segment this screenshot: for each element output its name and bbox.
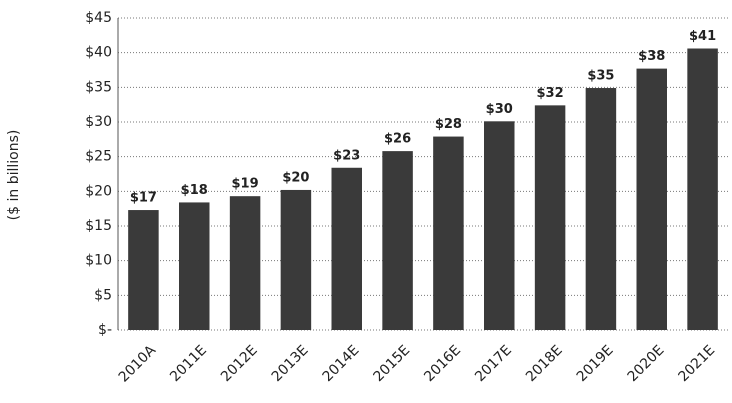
x-tick-label: 2011E <box>167 342 210 385</box>
x-tick-label: 2013E <box>269 342 312 385</box>
bar <box>687 48 718 331</box>
y-tick-label: $25 <box>85 149 112 165</box>
y-tick-label: $20 <box>85 183 112 199</box>
value-label: $20 <box>282 170 309 185</box>
bar <box>585 88 617 330</box>
bar <box>636 68 667 330</box>
value-label: $26 <box>384 132 411 147</box>
y-tick-label: $15 <box>85 218 112 234</box>
y-tick-label: $35 <box>85 79 112 95</box>
y-tick-label: $40 <box>85 45 112 61</box>
value-label: $19 <box>232 177 259 192</box>
x-tick-label: 2010A <box>116 342 160 386</box>
y-tick-label: $5 <box>94 287 112 303</box>
x-tick-label: 2018E <box>523 342 566 385</box>
value-label: $30 <box>486 102 513 117</box>
y-axis-label: ($ in billions) <box>6 130 22 221</box>
bar <box>229 196 261 330</box>
bar <box>433 136 464 330</box>
y-tick-label: $10 <box>85 253 112 269</box>
y-tick-label: $30 <box>85 114 112 130</box>
value-label: $38 <box>638 49 665 64</box>
value-label: $35 <box>587 69 614 84</box>
x-tick-label: 2015E <box>370 342 413 385</box>
x-tick-label: 2021E <box>675 342 718 385</box>
value-label: $41 <box>689 29 716 44</box>
bar <box>280 189 312 330</box>
value-label: $28 <box>435 117 462 132</box>
y-tick-label: $- <box>98 322 112 338</box>
bar <box>331 167 362 330</box>
bar <box>128 210 159 330</box>
x-tick-label: 2017E <box>472 342 515 385</box>
value-label: $23 <box>333 148 360 163</box>
x-tick-label: 2014E <box>320 342 363 385</box>
x-tick-label: 2019E <box>574 342 617 385</box>
bar <box>179 202 210 330</box>
value-label: $17 <box>130 191 157 206</box>
value-label: $32 <box>537 86 564 101</box>
x-tick-label: 2016E <box>421 342 464 385</box>
x-tick-label: 2020E <box>625 342 668 385</box>
bar <box>484 121 515 330</box>
bar <box>382 151 413 330</box>
bar <box>534 105 566 330</box>
value-label: $18 <box>181 183 208 198</box>
x-tick-label: 2012E <box>218 342 261 385</box>
y-tick-label: $45 <box>85 10 112 26</box>
